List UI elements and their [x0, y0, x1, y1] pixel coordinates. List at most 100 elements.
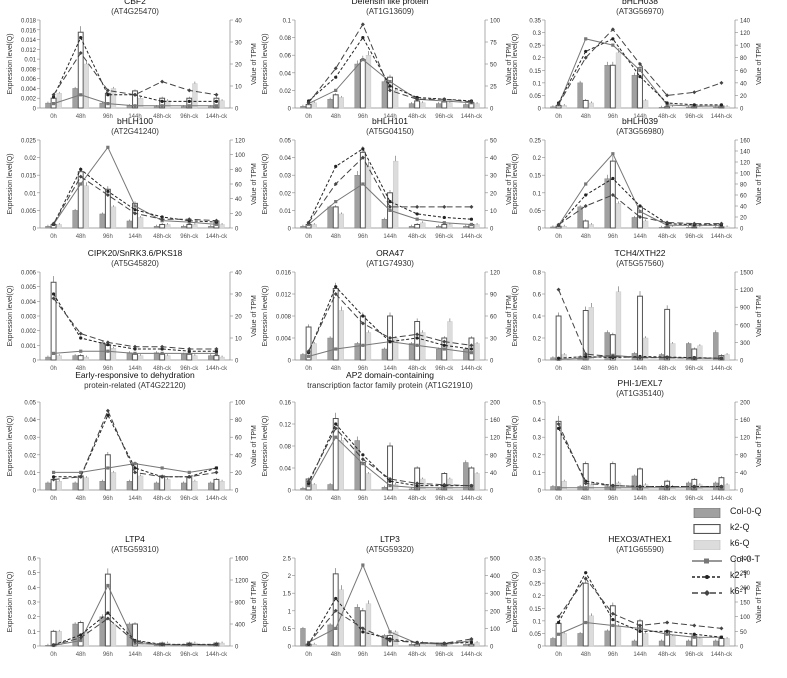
bar-col0-q [354, 174, 360, 229]
bar-k2-q [555, 315, 562, 361]
point-k6-t [719, 221, 724, 226]
bar-col0-q [713, 332, 719, 361]
legend-item-k2-q: k2-Q [690, 521, 785, 537]
bar-col0-q [713, 640, 719, 647]
point-k6-t [638, 623, 642, 628]
bar-k6-q [365, 603, 372, 647]
y2-tick-label: 30 [490, 174, 497, 180]
bar-col0-q [327, 98, 333, 109]
y2-tick-label: 800 [235, 601, 246, 607]
x-tick-label: 144h [633, 366, 646, 372]
legend-label: Col-0-Q [730, 506, 762, 516]
x-tick-label: 96h-ck [180, 366, 199, 372]
bar-k6-q [83, 185, 89, 229]
y2-tick-label: 120 [490, 436, 501, 442]
point-k6-t [333, 608, 338, 613]
y2-tick-label: 400 [490, 574, 501, 580]
y2-tick-label: 150 [740, 601, 751, 607]
bar-k6-q [392, 160, 399, 229]
bar-col0-q [408, 488, 415, 491]
point-col0-t [415, 217, 419, 221]
x-tick-label: 0h [50, 652, 57, 658]
x-tick-label: 0h [305, 652, 312, 658]
point-col0-t [584, 37, 588, 41]
x-tick-label: 48h [76, 652, 86, 658]
bar-k6-q [561, 633, 567, 647]
point-k2-t [584, 354, 588, 359]
bar-col0-q [327, 484, 333, 491]
point-col0-t [334, 626, 338, 630]
bar-col0-q [436, 488, 442, 491]
bar-k6-q [192, 83, 198, 109]
point-k2-t [665, 629, 669, 633]
y2-tick-label: 200 [740, 401, 751, 407]
bar-k2-q [332, 94, 339, 109]
y-tick-label: 0.002 [21, 329, 37, 335]
bar-k2-q [104, 454, 111, 491]
y-tick-label: 0.35 [529, 19, 541, 25]
bar-col0-q [126, 481, 133, 491]
bar-k6-q [56, 481, 62, 491]
point-col0-t [306, 484, 311, 488]
bar-col0-q [604, 630, 610, 647]
bar-col0-q [126, 220, 133, 229]
point-k2-t [388, 84, 392, 88]
x-tick-label: 144h [383, 234, 396, 240]
point-k6-t [442, 482, 447, 487]
y2-tick-label: 60 [740, 69, 747, 75]
bar-k6-q [615, 203, 622, 229]
y2-tick-label: 10 [235, 337, 242, 343]
x-tick-label: 144h [128, 496, 141, 502]
chart-subtitle: (AT1G13609) [366, 7, 414, 16]
y-axis-title: Expression level(Q) [512, 415, 519, 476]
legend: Col-0-Q k2-Q k6-Q Col-0-T k2-T k6-T [690, 505, 785, 601]
y2-tick-label: 0 [235, 489, 239, 495]
y-tick-label: 0.2 [533, 56, 542, 62]
bar-col0-q [686, 107, 692, 109]
legend-label: k6-T [730, 586, 748, 596]
bar-col0-q [72, 482, 78, 491]
x-tick-label: 48h [76, 496, 86, 502]
point-col0-t [388, 484, 392, 488]
bar-k2-q [186, 477, 193, 491]
x-tick-label: 144h-ck [206, 366, 228, 372]
chart-panel: CBF2(AT4G25470) 0 0.002 0.004 0.006 0.008 0.01… [7, 0, 258, 120]
bar-col0-q [408, 226, 415, 229]
legend-item-k6-q: k6-Q [690, 537, 785, 553]
y-tick-label: 0.4 [533, 315, 542, 321]
y-tick-label: 0.2 [533, 156, 542, 162]
bar-k6-q [338, 97, 344, 109]
y-tick-label: 0.6 [533, 293, 542, 299]
point-k6-t [306, 349, 311, 354]
x-tick-label: 144h-ck [461, 114, 483, 120]
point-k2-t [51, 292, 56, 296]
bar-col0-q [181, 226, 187, 229]
point-k6-t [214, 642, 219, 647]
point-k2-t [361, 314, 365, 318]
y-tick-label: 0.2 [533, 594, 542, 600]
y-tick-label: 0.004 [21, 300, 37, 306]
point-k6-t [583, 352, 588, 357]
point-k6-t [442, 204, 447, 209]
bar-col0-q [381, 348, 388, 361]
point-k2-t [334, 285, 338, 289]
point-k6-t [442, 339, 447, 344]
y-tick-label: 0.08 [279, 445, 291, 451]
x-tick-label: 96h-ck [435, 496, 454, 502]
y2-tick-label: 40 [235, 197, 242, 203]
point-k2-t [187, 99, 191, 103]
x-tick-label: 144h [128, 114, 141, 120]
x-tick-label: 48h-ck [658, 114, 677, 120]
y-tick-label: 0.004 [276, 337, 292, 343]
bar-k6-q [588, 102, 594, 109]
bar-col0-q [181, 106, 187, 109]
y2-tick-label: 0 [740, 227, 744, 233]
bar-k2-q [359, 59, 366, 109]
bar-k6-q [165, 479, 171, 491]
bar-k2-q [468, 643, 475, 647]
bar-k2-q [77, 355, 84, 361]
point-col0-t [214, 222, 219, 226]
y-tick-label: 0.01 [279, 209, 291, 215]
point-k2-t [692, 103, 696, 107]
y2-tick-label: 60 [740, 194, 747, 200]
